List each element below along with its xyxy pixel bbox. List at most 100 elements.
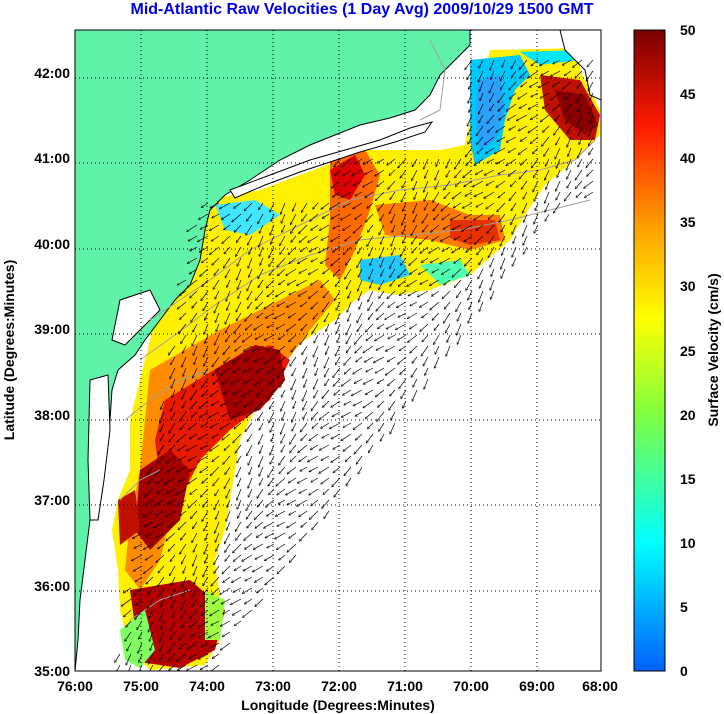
velocity-arrow	[183, 587, 187, 596]
x-tick-label: 69:00	[519, 678, 555, 694]
velocity-arrow	[455, 158, 462, 169]
velocity-arrow	[489, 81, 495, 93]
velocity-arrow	[309, 510, 319, 519]
velocity-arrow	[180, 411, 187, 421]
velocity-arrow	[376, 345, 385, 350]
velocity-arrow	[265, 554, 275, 561]
velocity-arrow	[346, 323, 352, 335]
velocity-arrow	[356, 455, 363, 464]
velocity-arrow	[479, 81, 484, 91]
velocity-arrow	[190, 466, 198, 471]
velocity-arrow	[585, 191, 594, 198]
velocity-arrow	[257, 411, 264, 420]
velocity-arrow	[487, 224, 495, 233]
velocity-arrow	[367, 235, 374, 246]
velocity-arrow	[169, 433, 176, 442]
velocity-arrow	[211, 400, 220, 406]
velocity-arrow	[259, 455, 264, 467]
velocity-arrow	[420, 301, 429, 307]
velocity-arrow	[312, 422, 319, 428]
x-tick-label: 70:00	[453, 678, 489, 694]
velocity-arrow	[235, 521, 242, 531]
velocity-arrow	[354, 334, 363, 344]
velocity-arrow	[146, 499, 154, 505]
velocity-arrow	[385, 312, 396, 320]
velocity-arrow	[421, 345, 429, 356]
velocity-arrow	[212, 367, 220, 376]
velocity-arrow	[190, 389, 198, 400]
velocity-arrow	[302, 345, 308, 355]
velocity-arrow	[277, 257, 286, 267]
velocity-arrow	[354, 378, 363, 383]
velocity-arrow	[588, 81, 594, 91]
velocity-arrow	[225, 323, 231, 333]
velocity-arrow	[402, 213, 407, 225]
velocity-arrow	[353, 367, 363, 374]
velocity-arrow	[149, 631, 154, 641]
velocity-arrow	[242, 367, 253, 373]
velocity-arrow	[290, 433, 297, 444]
velocity-arrow	[368, 422, 374, 429]
velocity-arrow	[496, 158, 506, 164]
velocity-arrow	[590, 114, 594, 123]
velocity-arrow	[232, 213, 242, 222]
velocity-arrow	[146, 532, 154, 537]
velocity-arrow	[155, 466, 165, 475]
velocity-arrow	[180, 510, 187, 516]
velocity-arrow	[337, 334, 341, 342]
velocity-arrow	[280, 378, 286, 387]
velocity-arrow	[313, 312, 319, 319]
velocity-arrow	[353, 400, 363, 406]
velocity-arrow	[576, 92, 583, 102]
velocity-arrow	[391, 213, 396, 223]
velocity-arrow	[199, 400, 209, 409]
velocity-arrow	[286, 268, 297, 276]
velocity-arrow	[297, 499, 308, 506]
velocity-arrow	[358, 246, 363, 254]
velocity-arrow	[288, 312, 297, 318]
velocity-arrow	[501, 257, 506, 269]
velocity-arrow	[545, 169, 550, 180]
velocity-arrow	[245, 312, 253, 321]
velocity-arrow	[432, 235, 440, 241]
velocity-arrow	[222, 565, 231, 574]
velocity-arrow	[506, 136, 517, 142]
velocity-arrow	[289, 532, 297, 538]
velocity-arrow	[377, 158, 385, 163]
velocity-arrow	[467, 114, 473, 126]
velocity-arrow	[279, 356, 286, 363]
colorbar-tick-label: 35	[680, 214, 696, 230]
velocity-arrow	[287, 279, 297, 285]
velocity-arrow	[506, 158, 517, 166]
velocity-arrow	[204, 521, 209, 531]
velocity-arrow	[146, 576, 154, 584]
velocity-arrow	[232, 411, 242, 418]
velocity-arrow	[247, 301, 253, 309]
velocity-arrow	[233, 543, 242, 553]
velocity-arrow	[189, 268, 198, 274]
velocity-arrow	[213, 378, 220, 384]
velocity-arrow	[224, 444, 231, 450]
velocity-arrow	[336, 301, 341, 310]
velocity-arrow	[508, 169, 517, 176]
velocity-arrow	[502, 59, 506, 67]
velocity-arrow	[494, 147, 506, 154]
velocity-arrow	[444, 301, 451, 309]
velocity-arrow	[355, 411, 363, 416]
velocity-arrow	[451, 213, 462, 220]
velocity-arrow	[319, 246, 330, 253]
velocity-arrow	[201, 642, 209, 647]
velocity-arrow	[247, 433, 253, 442]
velocity-arrow	[208, 631, 220, 638]
velocity-arrow	[411, 235, 418, 244]
velocity-arrow	[556, 136, 561, 145]
velocity-arrow	[453, 202, 462, 208]
velocity-arrow	[540, 59, 550, 66]
velocity-arrow	[282, 411, 286, 420]
velocity-arrow	[191, 631, 198, 637]
velocity-arrow	[356, 356, 363, 362]
velocity-arrow	[377, 411, 385, 421]
velocity-arrow	[366, 433, 374, 443]
velocity-arrow	[334, 290, 341, 301]
velocity-arrow	[584, 180, 594, 188]
